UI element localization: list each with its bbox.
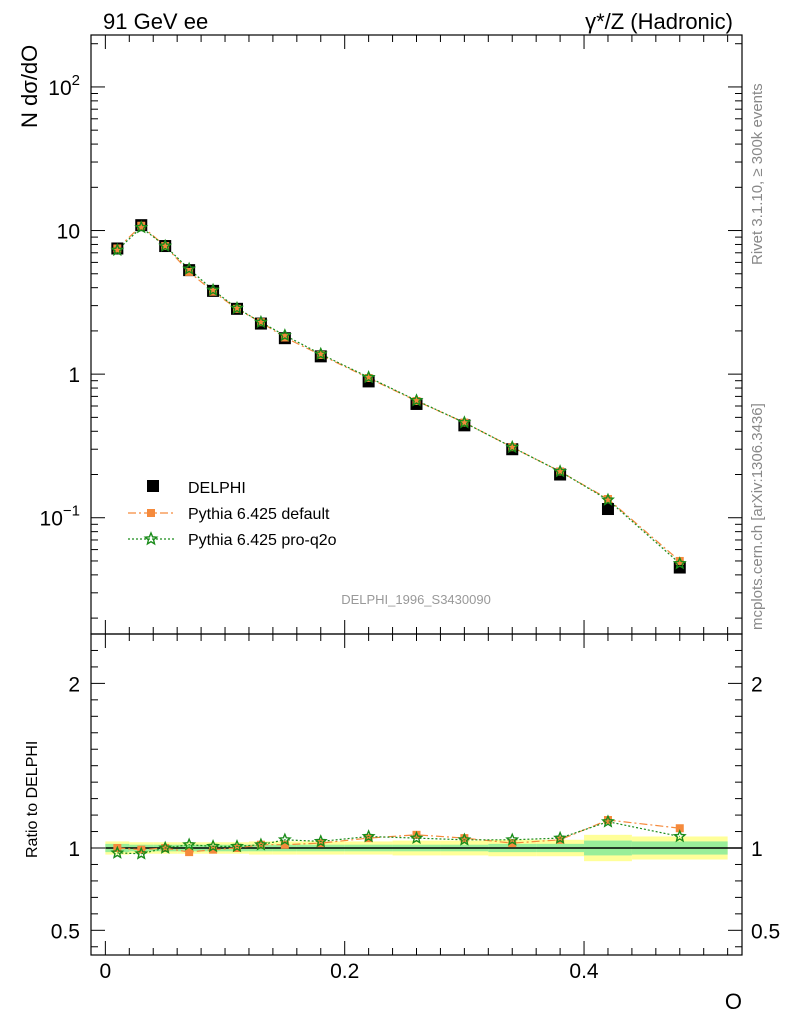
data-point-pythia-default — [113, 244, 122, 253]
data-point-pythia-default — [316, 350, 325, 359]
data-point-pythia-default — [675, 556, 684, 565]
ratio-y-tick-label-right: 2 — [751, 673, 763, 696]
data-point-pythia-pro-q2o — [182, 261, 197, 275]
ratio-y-tick-label-right: 1 — [751, 838, 763, 861]
ratio-line-pythia-pro-q2o — [117, 821, 680, 855]
ratio-panel-frame — [90, 633, 743, 956]
header-left-title: 91 GeV ee — [103, 9, 208, 34]
legend-label-pythia-default: Pythia 6.425 default — [188, 506, 330, 523]
y-tick-label: 10 — [57, 221, 80, 244]
data-point-pythia-pro-q2o — [206, 282, 221, 296]
data-point-pythia-default — [137, 221, 146, 230]
data-point-pythia-pro-q2o — [277, 328, 292, 342]
x-axis-label: O — [725, 989, 742, 1014]
mcplots-credit-text: mcplots.cern.ch [arXiv:1306.3436] — [749, 403, 766, 630]
data-point-pythia-pro-q2o — [253, 314, 268, 329]
data-point-pythia-pro-q2o — [313, 346, 328, 360]
ratio-point-pythia-pro-q2o — [182, 837, 197, 851]
rivet-version-text: Rivet 3.1.10, ≥ 300k events — [749, 83, 766, 265]
analysis-watermark: DELPHI_1996_S3430090 — [341, 592, 491, 607]
ratio-point-pythia-pro-q2o — [505, 832, 520, 846]
ratio-point-pythia-default — [556, 835, 565, 844]
data-point-pythia-default — [460, 418, 469, 427]
ratio-point-pythia-default — [364, 834, 373, 843]
y-tick-label: 102 — [48, 72, 80, 100]
ratio-point-pythia-pro-q2o — [409, 830, 424, 845]
data-point-pythia-default — [508, 443, 517, 452]
data-point-pythia-pro-q2o — [110, 242, 125, 257]
x-tick-label: 0 — [100, 960, 112, 983]
x-tick-label: 0.2 — [330, 960, 359, 983]
ratio-point-pythia-default — [185, 848, 194, 857]
ratio-point-pythia-default — [603, 816, 612, 825]
ratio-y-axis-label: Ratio to DELPHI — [24, 741, 41, 858]
ratio-y-tick-label-left: 2 — [68, 673, 80, 696]
data-point-pythia-pro-q2o — [158, 238, 173, 252]
ratio-point-pythia-pro-q2o — [277, 832, 292, 846]
ratio-point-pythia-default — [280, 840, 289, 849]
ratio-point-pythia-pro-q2o — [553, 830, 568, 845]
ratio-point-pythia-default — [316, 839, 325, 848]
legend-label-pythia-pro-q2o: Pythia 6.425 pro-q2o — [188, 532, 337, 549]
data-point-pythia-pro-q2o — [601, 492, 615, 506]
y-tick-label: 10−1 — [40, 503, 80, 531]
data-point-pythia-default — [364, 373, 373, 382]
legend-marker-pythia-default — [147, 509, 155, 517]
ratio-y-tick-label-left: 0.5 — [51, 920, 80, 943]
ratio-point-pythia-pro-q2o — [672, 829, 687, 843]
legend-marker-pythia-pro-q2o — [143, 531, 159, 546]
data-point-pythia-default — [412, 397, 421, 406]
ratio-point-pythia-pro-q2o — [230, 839, 244, 853]
data-point-pythia-pro-q2o — [409, 393, 424, 407]
data-point-pythia-pro-q2o — [672, 556, 687, 570]
ratio-point-pythia-pro-q2o — [110, 845, 125, 859]
data-point-pythia-default — [161, 242, 170, 251]
ratio-point-pythia-pro-q2o — [313, 834, 328, 848]
x-tick-label: 0.4 — [569, 960, 599, 983]
main-panel: 10−1 1 10 102 — [40, 34, 743, 635]
data-point-pythia-pro-q2o — [134, 220, 149, 234]
ratio-point-pythia-default — [675, 824, 684, 833]
data-point-pythia-default — [232, 304, 241, 313]
ratio-point-pythia-default — [412, 830, 421, 839]
ratio-point-pythia-default — [232, 844, 241, 852]
data-point-pythia-default — [556, 467, 565, 476]
ratio-y-tick-label-right: 0.5 — [751, 920, 780, 943]
data-point-pythia-default — [209, 287, 218, 296]
legend: DELPHI Pythia 6.425 default Pythia 6.425… — [128, 480, 337, 549]
header-right-title: γ*/Z (Hadronic) — [585, 9, 733, 34]
ratio-point-pythia-pro-q2o — [361, 829, 376, 843]
data-point-pythia-pro-q2o — [230, 300, 244, 315]
ratio-point-pythia-pro-q2o — [158, 840, 173, 854]
series-line-pythia-default — [116, 224, 681, 562]
legend-marker-delphi — [147, 480, 159, 492]
legend-label-delphi: DELPHI — [188, 480, 246, 497]
data-point-delphi — [601, 503, 614, 516]
main-y-axis-label: N dσ/dO — [17, 45, 42, 128]
data-point-pythia-default — [603, 495, 612, 504]
y-tick-label: 1 — [68, 364, 80, 387]
data-point-pythia-pro-q2o — [457, 415, 472, 429]
data-point-pythia-default — [256, 318, 265, 327]
ratio-point-pythia-pro-q2o — [457, 832, 472, 846]
ratio-line-pythia-default — [117, 819, 680, 853]
ratio-y-tick-label-left: 1 — [68, 838, 80, 861]
series-line-pythia-pro-q2o — [116, 226, 681, 564]
data-point-pythia-pro-q2o — [553, 464, 568, 478]
ratio-point-pythia-pro-q2o — [253, 837, 268, 851]
ratio-point-pythia-pro-q2o — [601, 814, 615, 828]
ratio-point-pythia-default — [460, 834, 469, 843]
data-point-pythia-pro-q2o — [361, 370, 376, 384]
data-point-pythia-pro-q2o — [505, 439, 520, 454]
ratio-panel: 0.5 0.5 1 1 2 2 0 0.2 0.4 — [51, 633, 780, 983]
ratio-point-pythia-pro-q2o — [134, 846, 149, 860]
ratio-point-pythia-pro-q2o — [206, 839, 221, 853]
